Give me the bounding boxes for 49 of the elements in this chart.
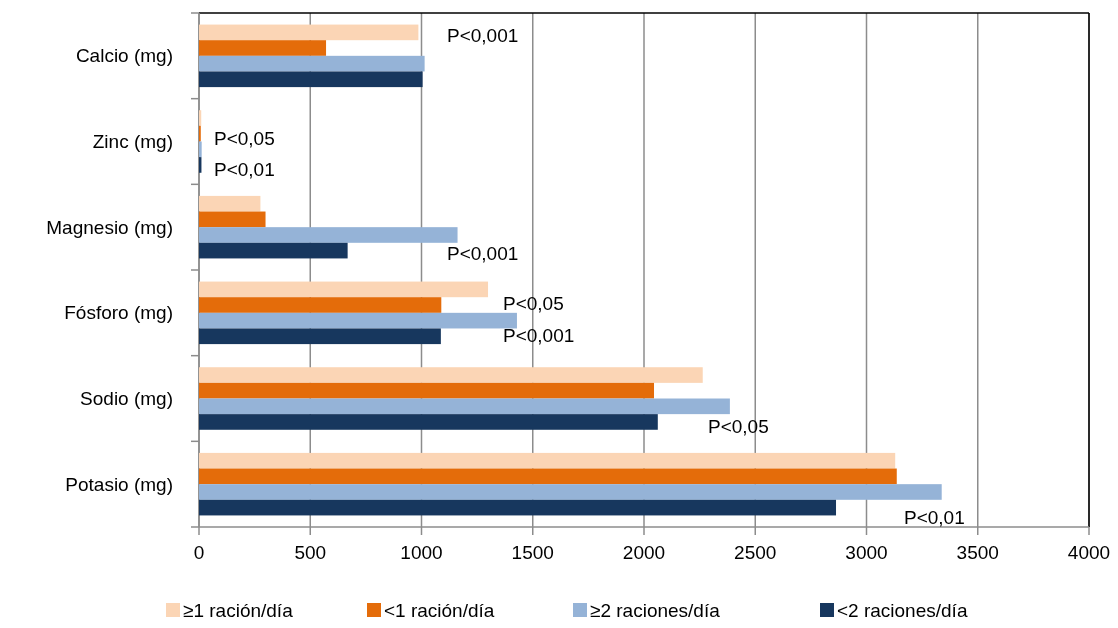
bar [199, 55, 425, 72]
bar [199, 71, 423, 88]
x-tick-label: 3000 [845, 542, 888, 563]
bar [199, 468, 897, 485]
annotation: P<0,01 [214, 159, 275, 181]
bar [199, 367, 703, 383]
bar [199, 398, 730, 415]
bar [199, 242, 348, 259]
bar [199, 110, 202, 126]
bar [199, 312, 517, 329]
bar [199, 211, 266, 228]
bar [199, 297, 442, 313]
bar [199, 382, 655, 399]
y-tick-label: Sodio (mg) [80, 388, 173, 410]
bar [199, 24, 419, 41]
bar [199, 452, 896, 469]
y-tick-label: Zinc (mg) [92, 131, 173, 153]
legend-label: ≥2 raciones/día [590, 599, 721, 621]
bar [199, 499, 837, 516]
x-tick-label: 4000 [1067, 542, 1111, 563]
x-tick-label: 3500 [956, 542, 999, 563]
legend-label: <1 ración/día [384, 599, 495, 621]
bar [199, 484, 942, 500]
annotation: P<0,05 [503, 293, 564, 315]
annotation: P<0,001 [503, 325, 575, 347]
annotation: P<0,001 [447, 242, 519, 264]
x-tick-label: 1000 [400, 542, 443, 563]
y-tick-label: Calcio (mg) [75, 45, 173, 67]
bar [199, 328, 441, 345]
bar [199, 227, 458, 243]
bar [199, 40, 327, 56]
legend-label: ≥1 ración/día [183, 599, 294, 621]
x-tick-label: 500 [294, 542, 327, 563]
x-tick-label: 1500 [511, 542, 554, 563]
x-tick-label: 0 [193, 542, 205, 563]
y-tick-label: Potasio (mg) [65, 473, 173, 495]
bar [199, 195, 261, 212]
annotation: P<0,01 [904, 506, 965, 528]
bar [199, 414, 658, 430]
legend-label: <2 raciones/día [837, 599, 968, 621]
y-tick-label: Fósforo (mg) [64, 302, 173, 324]
y-tick-label: Magnesio (mg) [46, 216, 173, 238]
x-tick-label: 2000 [622, 542, 666, 563]
bar [199, 281, 489, 298]
x-tick-label: 2500 [734, 542, 777, 563]
bar [199, 141, 202, 158]
annotation: P<0,05 [708, 416, 769, 438]
annotation: P<0,001 [447, 25, 519, 47]
annotation: P<0,05 [214, 128, 275, 150]
